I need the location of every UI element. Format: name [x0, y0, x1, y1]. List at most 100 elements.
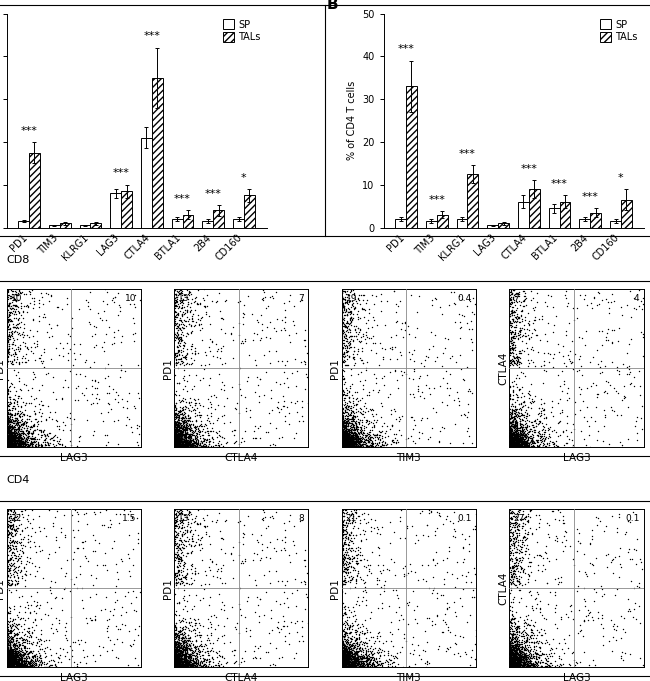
Point — [337, 656, 347, 667]
Point — [179, 442, 189, 453]
Point — [171, 301, 181, 312]
Point — [65, 641, 75, 652]
Point — [504, 413, 515, 424]
Point — [181, 661, 192, 671]
Point — [176, 659, 187, 670]
Point — [27, 660, 38, 671]
Point — [2, 656, 12, 667]
Point — [182, 635, 192, 646]
Point — [170, 434, 181, 445]
Point — [109, 415, 119, 426]
Point — [3, 648, 13, 659]
Point — [374, 438, 384, 449]
Point — [9, 630, 20, 641]
Point — [346, 543, 356, 554]
Point — [3, 419, 14, 430]
Point — [375, 441, 385, 452]
Point — [36, 431, 46, 442]
Point — [1, 437, 12, 448]
Point — [517, 661, 527, 672]
Point — [203, 437, 214, 447]
Point — [3, 622, 14, 633]
Point — [2, 661, 12, 672]
Point — [60, 622, 71, 633]
Point — [23, 440, 34, 451]
Point — [342, 441, 352, 452]
Point — [506, 650, 516, 661]
Point — [190, 435, 201, 446]
Point — [512, 622, 522, 633]
Point — [545, 407, 556, 417]
Point — [195, 410, 205, 421]
Point — [340, 662, 350, 673]
Point — [8, 518, 19, 529]
Point — [358, 437, 368, 448]
Point — [437, 360, 447, 371]
Point — [176, 642, 187, 652]
Point — [90, 615, 100, 626]
Point — [3, 646, 13, 657]
Point — [4, 441, 14, 452]
Point — [527, 652, 538, 663]
Point — [515, 560, 525, 571]
Point — [507, 439, 517, 449]
Point — [505, 626, 515, 637]
Point — [524, 332, 534, 343]
Point — [607, 646, 618, 656]
Point — [171, 526, 181, 537]
Point — [200, 656, 211, 667]
Point — [173, 425, 183, 436]
Point — [23, 600, 33, 611]
Point — [533, 565, 543, 575]
Point — [9, 435, 20, 446]
Bar — [49, 225, 60, 227]
Point — [339, 650, 349, 661]
Point — [506, 633, 516, 644]
Point — [20, 661, 30, 672]
Point — [348, 544, 359, 555]
Point — [443, 644, 454, 654]
Point — [211, 566, 222, 577]
Point — [18, 307, 28, 318]
Point — [508, 538, 519, 549]
Point — [277, 535, 287, 545]
Point — [8, 522, 18, 533]
Point — [6, 441, 16, 452]
Point — [51, 534, 61, 545]
Point — [339, 310, 350, 321]
Point — [169, 430, 179, 441]
Point — [1, 525, 12, 536]
Point — [341, 567, 351, 578]
Point — [506, 652, 517, 663]
Point — [550, 606, 560, 617]
Point — [340, 647, 350, 658]
Point — [18, 539, 28, 550]
Point — [194, 442, 204, 453]
Point — [355, 645, 365, 656]
Point — [195, 298, 205, 309]
Point — [9, 431, 20, 442]
Point — [342, 636, 352, 647]
Point — [505, 432, 515, 443]
Point — [518, 411, 528, 422]
Point — [263, 520, 273, 531]
Point — [207, 556, 217, 567]
Point — [524, 315, 534, 326]
Point — [339, 315, 350, 326]
Point — [510, 649, 520, 660]
Point — [182, 526, 192, 537]
Point — [290, 398, 300, 409]
Point — [340, 563, 350, 573]
Point — [507, 657, 517, 668]
Point — [512, 572, 523, 583]
Point — [349, 656, 359, 667]
Point — [186, 436, 196, 447]
Point — [175, 648, 185, 659]
Point — [338, 642, 348, 652]
Point — [185, 644, 195, 655]
Point — [188, 437, 198, 448]
Point — [174, 412, 185, 423]
Point — [183, 429, 193, 440]
Point — [544, 661, 554, 672]
Point — [201, 569, 211, 580]
